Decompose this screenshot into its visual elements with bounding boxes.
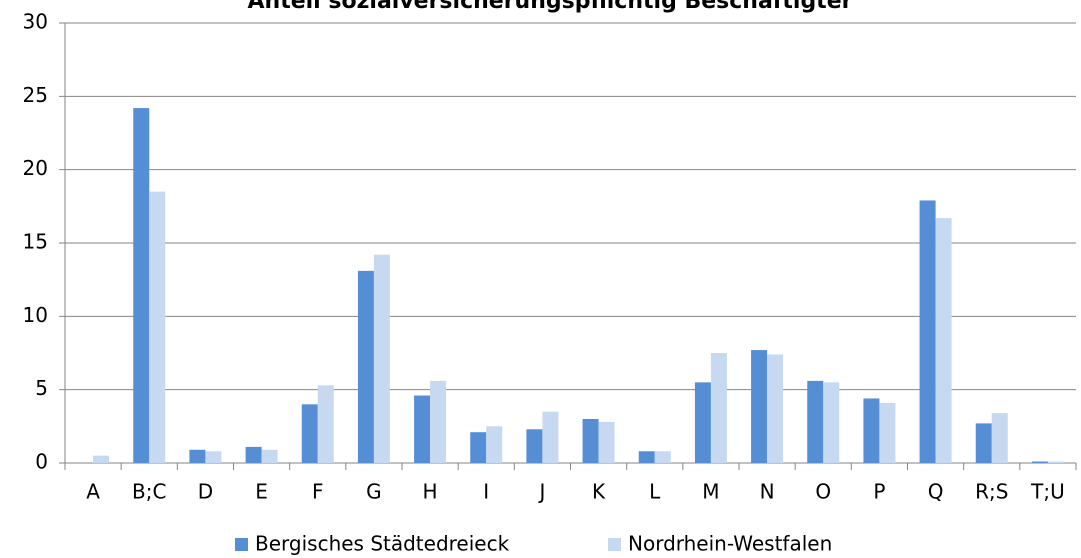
legend-swatch — [235, 538, 248, 551]
bar — [93, 455, 110, 463]
y-tick-label: 10 — [23, 303, 48, 327]
bar — [526, 429, 543, 463]
bar — [301, 404, 318, 463]
x-tick-label: F — [312, 480, 324, 504]
bar — [1047, 461, 1064, 463]
y-tick-label: 30 — [23, 10, 48, 34]
bar — [991, 413, 1008, 463]
x-tick-label: J — [537, 480, 545, 504]
x-tick-label: O — [815, 480, 831, 504]
bar — [919, 200, 936, 463]
bar — [598, 421, 615, 463]
bar — [767, 354, 784, 463]
bar — [317, 385, 334, 463]
bar — [879, 402, 896, 463]
x-tick-label: L — [649, 480, 661, 504]
x-tick-label: N — [760, 480, 775, 504]
bar — [654, 451, 671, 463]
bar — [694, 382, 711, 463]
x-tick-label: T;U — [1030, 480, 1065, 504]
x-tick-label: I — [483, 480, 489, 504]
bar — [751, 350, 768, 463]
bar — [357, 270, 374, 463]
bar — [149, 191, 166, 463]
x-tick-label: P — [873, 480, 885, 504]
x-tick-label: M — [702, 480, 719, 504]
x-tick-label: B;C — [132, 480, 166, 504]
legend-label: Bergisches Städtedreieck — [255, 532, 510, 556]
bar — [133, 108, 150, 464]
bar — [710, 353, 727, 463]
bar — [863, 398, 880, 463]
chart-title: Anteil sozialversicherungspflichtig Besc… — [248, 0, 853, 14]
legend-swatch — [608, 538, 621, 551]
bar — [261, 449, 278, 463]
x-tick-label: K — [592, 480, 606, 504]
bar — [245, 446, 262, 463]
x-tick-label: G — [366, 480, 382, 504]
bar — [486, 426, 503, 463]
y-tick-label: 5 — [35, 376, 48, 400]
y-tick-label: 25 — [23, 83, 48, 107]
y-tick-label: 20 — [23, 156, 48, 180]
bar — [189, 449, 206, 463]
legend-label: Nordrhein-Westfalen — [628, 532, 832, 556]
x-tick-label: A — [86, 480, 100, 504]
y-tick-label: 0 — [35, 450, 48, 474]
bar — [1031, 461, 1048, 463]
bar — [935, 218, 952, 463]
bar — [414, 395, 431, 463]
bar — [823, 382, 840, 463]
bar — [807, 380, 824, 463]
x-tick-label: R;S — [975, 480, 1008, 504]
bar — [542, 411, 559, 463]
x-tick-label: Q — [928, 480, 944, 504]
x-tick-label: D — [198, 480, 213, 504]
bar — [430, 380, 447, 463]
bar — [205, 451, 222, 463]
x-tick-label: H — [423, 480, 438, 504]
bar — [975, 423, 992, 463]
bar — [373, 254, 390, 463]
x-tick-label: E — [255, 480, 268, 504]
bar — [582, 419, 599, 463]
bar — [638, 451, 655, 463]
bar — [470, 432, 487, 463]
y-tick-label: 15 — [23, 230, 48, 254]
